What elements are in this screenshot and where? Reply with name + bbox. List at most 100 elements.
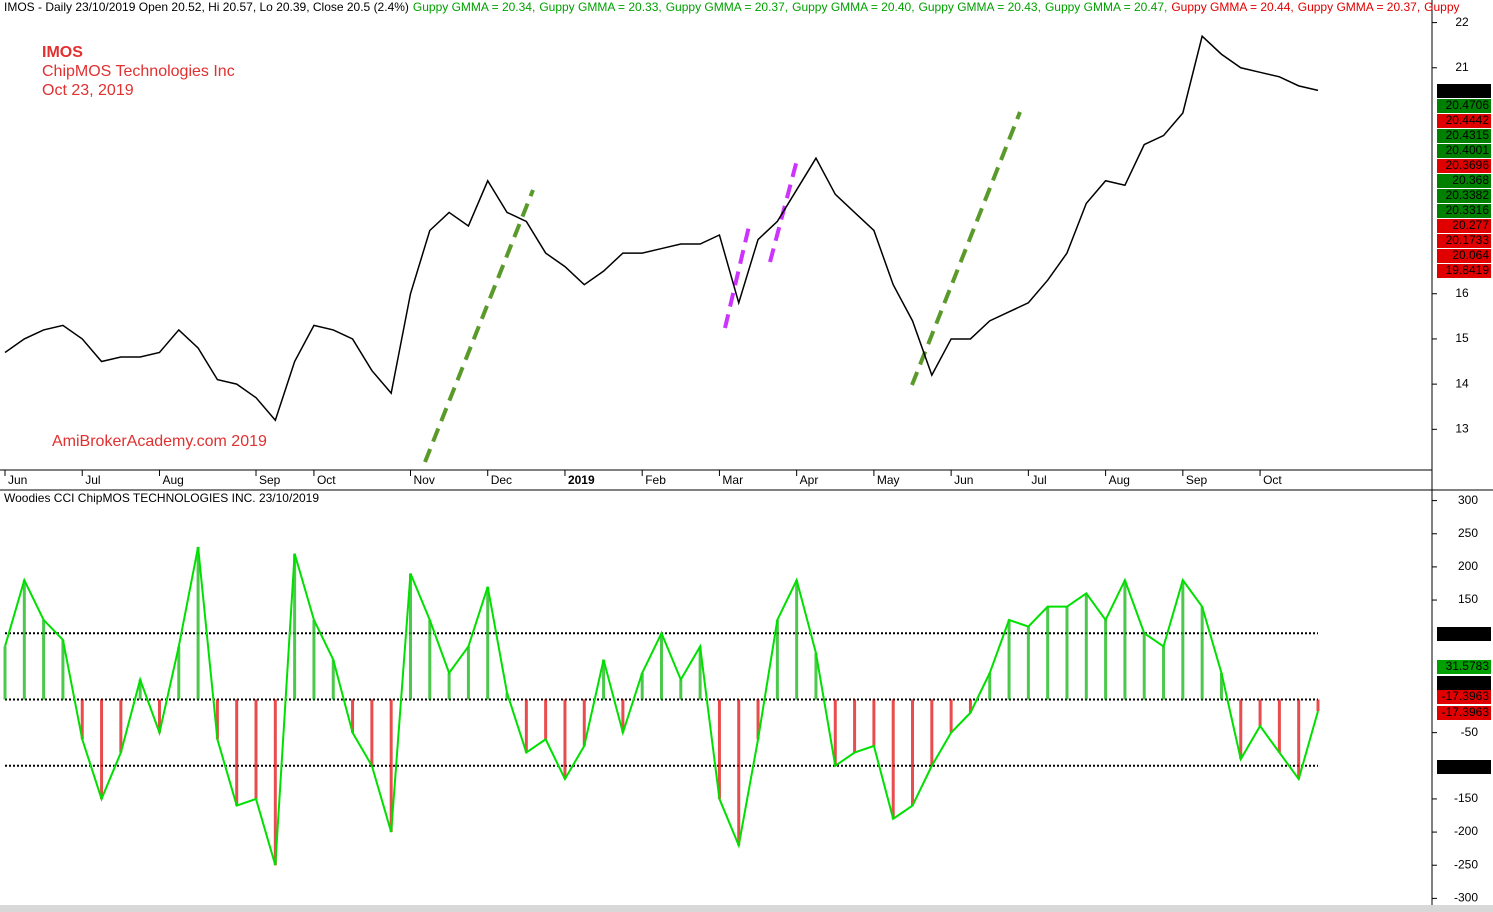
panel-title: Woodies CCI ChipMOS TECHNOLOGIES INC. 23… (4, 491, 319, 505)
value-box (1437, 676, 1491, 690)
cci-bar (1297, 699, 1301, 780)
cci-bar (177, 646, 181, 700)
trend-line (910, 111, 1022, 386)
value-box (1437, 129, 1491, 143)
cci-bar (1200, 606, 1204, 700)
cci-bar (331, 659, 335, 700)
cci-bar (814, 653, 818, 700)
value-box-label: 20.3382 (1446, 188, 1490, 202)
value-box-label: -17.3963 (1442, 689, 1490, 703)
cci-bar (988, 672, 992, 700)
cci-bar (1142, 633, 1146, 700)
x-tick-label: Oct (317, 473, 336, 487)
value-box-label: 0.00000 (1446, 675, 1490, 689)
x-tick-label: Sep (259, 473, 281, 487)
x-tick-label: Nov (413, 473, 434, 487)
value-box-label: 20.3696 (1446, 158, 1490, 172)
y-tick-label: 200 (1458, 559, 1478, 573)
cci-bar (3, 646, 7, 700)
cci-bar (679, 679, 683, 700)
value-box (1437, 114, 1491, 128)
cci-bar (505, 692, 509, 700)
cci-bar (563, 699, 567, 780)
cci-bar (1277, 699, 1281, 753)
cci-bar (582, 699, 586, 746)
annotation: ChipMOS Technologies Inc (42, 63, 235, 80)
cci-bar (544, 699, 548, 740)
cci-bar (80, 699, 84, 740)
value-box (1437, 99, 1491, 113)
header-gmma: Guppy GMMA = 20.37, (1298, 0, 1420, 14)
y-tick-label: -150 (1454, 791, 1478, 805)
value-box-label: 20.4442 (1446, 113, 1490, 127)
y-tick-label: -50 (1461, 725, 1479, 739)
cci-bar (660, 633, 663, 700)
value-box (1437, 159, 1491, 173)
cci-bar (911, 699, 915, 806)
cci-bar (1239, 699, 1243, 760)
cci-bar (1123, 580, 1127, 700)
cci-bar (968, 699, 972, 713)
annotation: IMOS (42, 44, 83, 61)
cci-bar (486, 586, 490, 700)
value-box-label: 20.4001 (1446, 143, 1490, 157)
cci-bar (42, 619, 46, 700)
cci-bar (1258, 699, 1262, 727)
cci-bar (853, 699, 857, 753)
cci-bar (22, 580, 26, 700)
cci-bar (872, 699, 876, 746)
header-gmma: Guppy GMMA = 20.47, (1045, 0, 1167, 14)
x-tick-label: Sep (1186, 473, 1208, 487)
value-box (1437, 234, 1491, 248)
cci-bar (1181, 580, 1185, 700)
x-tick-label: Aug (162, 473, 183, 487)
header-gmma: Guppy GMMA = 20.40, (792, 0, 914, 14)
cci-bar (795, 580, 799, 700)
cci-bar (737, 699, 741, 846)
y-tick-label: 15 (1455, 331, 1469, 345)
annotation: Oct 23, 2019 (42, 82, 134, 99)
x-tick-label: Jul (85, 473, 100, 487)
value-box-label: 20.1733 (1446, 233, 1490, 247)
y-tick-label: 16 (1455, 286, 1469, 300)
x-tick-label: Mar (722, 473, 743, 487)
cci-bar (254, 699, 258, 799)
cci-bar (389, 699, 393, 833)
cci-bar (215, 699, 219, 740)
header-gmma: Guppy GMMA = 20.37, (666, 0, 788, 14)
y-tick-label: 13 (1455, 421, 1469, 435)
trend-line (723, 221, 752, 329)
value-box-label: 20.277 (1452, 218, 1489, 232)
cci-bar (1162, 646, 1166, 700)
value-box (1437, 84, 1491, 98)
x-tick-label: Jun (8, 473, 27, 487)
value-box (1437, 660, 1491, 674)
value-box-label: 20.064 (1452, 248, 1489, 262)
header-gmma: Guppy (1424, 0, 1459, 14)
cci-bar (196, 547, 200, 700)
cci-bar (1026, 626, 1030, 700)
cci-bar (447, 672, 451, 700)
annotation: AmiBrokerAcademy.com 2019 (52, 433, 267, 450)
x-tick-label: Apr (800, 473, 819, 487)
value-box (1437, 204, 1491, 218)
y-tick-label: -300 (1454, 891, 1478, 905)
header-gmma: Guppy GMMA = 20.43, (919, 0, 1041, 14)
x-tick-label: Dec (491, 473, 512, 487)
x-tick-label: Jun (954, 473, 973, 487)
cci-bar (602, 659, 606, 700)
sheet-tabs (0, 905, 1493, 912)
value-box-label: -17.3963 (1442, 705, 1490, 719)
cci-bar (930, 699, 934, 766)
value-box (1437, 219, 1491, 233)
x-tick-label: Feb (645, 473, 666, 487)
value-box-label: 20.3316 (1446, 203, 1490, 217)
cci-bar (1316, 699, 1320, 712)
cci-bar (100, 699, 104, 799)
cci-line (4, 546, 1319, 866)
cci-bar (1007, 619, 1011, 700)
cci-bar (1065, 606, 1069, 700)
value-box (1437, 144, 1491, 158)
